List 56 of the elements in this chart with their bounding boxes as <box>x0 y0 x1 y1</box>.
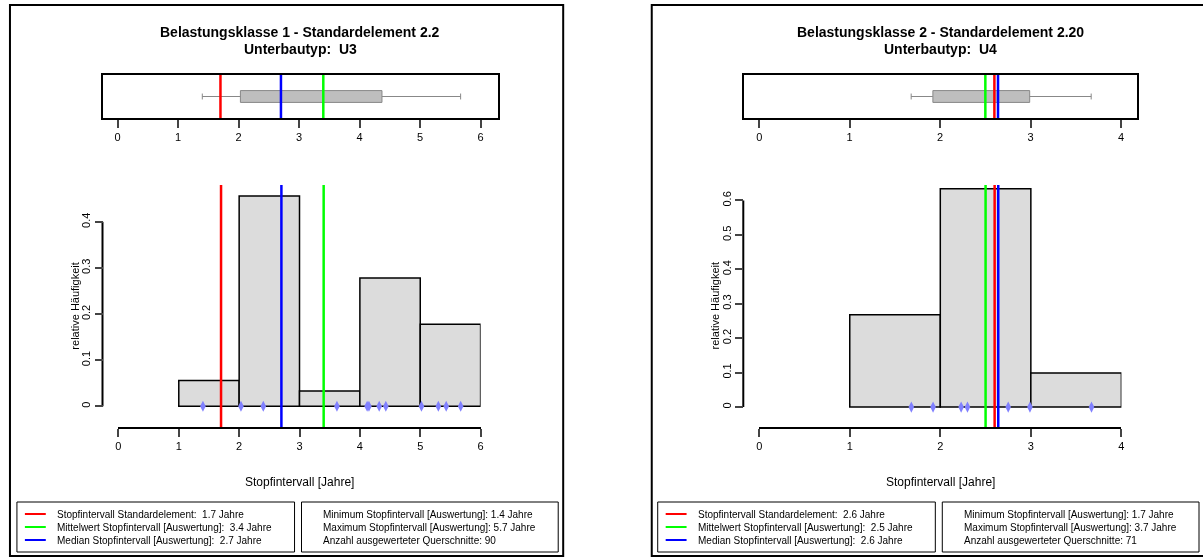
x-tick-label: 2 <box>236 440 243 453</box>
legend-label: Stopfintervall Standardelement: 1.7 Jahre <box>57 509 245 520</box>
x-tick-label: 0 <box>756 440 763 453</box>
text: Minimum Stopfintervall [Auswertung]: 1.7 Jahre <box>964 509 1174 520</box>
x-tick-label: 4 <box>1118 440 1125 453</box>
y-tick-label: 0.5 <box>720 225 733 241</box>
x-tick-label: 3 <box>296 131 303 144</box>
y-axis-title: relative Häufigkeit <box>68 262 81 350</box>
x-tick-label: 2 <box>235 131 242 144</box>
x-axis-title: Stopfintervall [Jahre] <box>245 475 355 489</box>
x-tick-label: 5 <box>417 440 424 453</box>
y-tick-label: 0 <box>80 401 93 408</box>
y-tick-label: 0.2 <box>720 328 733 345</box>
y-tick-label: 0.6 <box>720 191 733 207</box>
y-tick-label: 0.1 <box>80 350 93 367</box>
y-tick-label: 0.1 <box>720 363 733 379</box>
x-tick-label: 1 <box>175 440 182 453</box>
chart-subtitle: Unterbautyp: U4 <box>884 41 997 57</box>
x-tick-label: 4 <box>356 440 363 453</box>
text: Anzahl ausgewerteter Querschnitte: 71 <box>964 535 1138 546</box>
chart-title: Belastungsklasse 1 - Standardelement 2.2 <box>160 24 440 40</box>
x-tick-label: 1 <box>846 440 853 453</box>
x-tick-label: 6 <box>477 131 484 144</box>
x-axis-title: Stopfintervall [Jahre] <box>886 475 996 489</box>
x-tick-label: 3 <box>1027 131 1034 144</box>
y-tick-label: 0.4 <box>720 260 733 276</box>
y-tick-label: 0.3 <box>720 294 733 310</box>
chart-subtitle: Unterbautyp: U3 <box>244 41 357 57</box>
x-tick-label: 5 <box>417 131 424 144</box>
x-tick-label: 4 <box>1117 131 1125 144</box>
x-tick-label: 0 <box>756 131 763 144</box>
x-tick-label: 4 <box>356 131 363 144</box>
y-axis-title: relative Häufigkeit <box>709 261 722 350</box>
legend-label: Median Stopfintervall [Auswertung]: 2.6 Jahre <box>698 535 903 546</box>
x-tick-label: 2 <box>937 131 944 144</box>
x-tick-label: 3 <box>1027 440 1034 453</box>
x-tick-label: 0 <box>115 440 122 453</box>
legend-label: Mittelwert Stopfintervall [Auswertung]: 3.4 Jahre <box>57 522 272 533</box>
x-tick-label: 2 <box>937 440 944 453</box>
chart-title: Belastungsklasse 2 - Standardelement 2.20 <box>797 24 1085 40</box>
text: Maximum Stopfintervall [Auswertung]: 5.7 Jahre <box>323 522 536 533</box>
y-tick-label: 0.4 <box>80 212 93 228</box>
x-tick-label: 3 <box>296 440 303 453</box>
text: Minimum Stopfintervall [Auswertung]: 1.4 Jahre <box>323 509 533 520</box>
y-tick-label: 0.3 <box>80 258 93 274</box>
text: Anzahl ausgewerteter Querschnitte: 90 <box>323 535 497 546</box>
text: Maximum Stopfintervall [Auswertung]: 3.7 Jahre <box>964 522 1177 533</box>
x-tick-label: 1 <box>175 131 182 144</box>
y-tick-label: 0.2 <box>80 304 93 321</box>
y-tick-label: 0 <box>720 402 733 409</box>
x-tick-label: 0 <box>114 131 121 144</box>
legend-label: Median Stopfintervall [Auswertung]: 2.7 Jahre <box>57 535 262 546</box>
x-tick-label: 1 <box>846 131 853 144</box>
legend-label: Mittelwert Stopfintervall [Auswertung]: 2.5 Jahre <box>698 522 913 533</box>
x-tick-label: 6 <box>477 440 484 453</box>
legend-label: Stopfintervall Standardelement: 2.6 Jahre <box>698 509 886 520</box>
